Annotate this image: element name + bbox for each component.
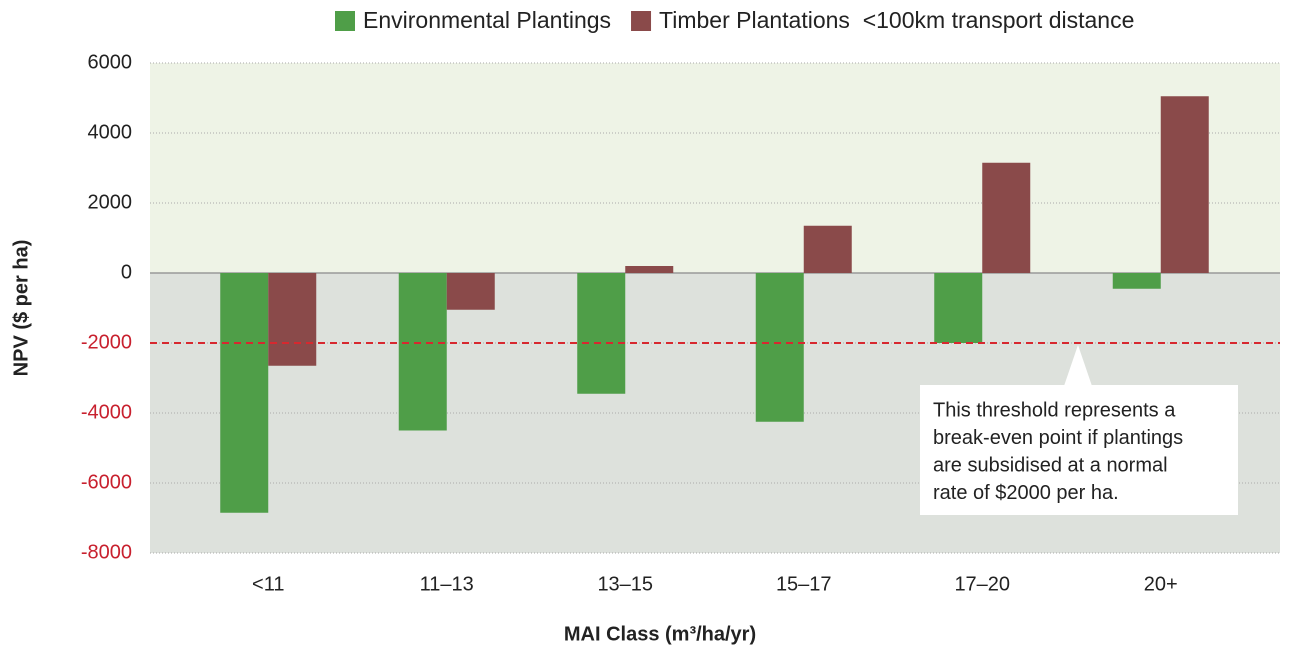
annotation-pointer <box>1064 345 1092 386</box>
y-tick-label: 2000 <box>88 191 133 213</box>
bar <box>268 273 317 366</box>
annotation-box <box>920 385 1238 515</box>
y-tick-label: -6000 <box>81 471 132 493</box>
bar <box>803 225 852 273</box>
x-tick-label: 17–20 <box>954 573 1010 595</box>
y-tick-label: -2000 <box>81 331 132 353</box>
y-tick-label: -4000 <box>81 401 132 423</box>
bar <box>577 273 626 394</box>
positive-background <box>150 63 1280 273</box>
annotation-text: rate of $2000 per ha. <box>933 482 1119 504</box>
annotation-text: This threshold represents a <box>933 399 1176 421</box>
legend-label: Timber Plantations <100km transport dist… <box>659 7 1134 33</box>
x-tick-label: 20+ <box>1144 573 1178 595</box>
annotation-text: are subsidised at a normal <box>933 454 1168 476</box>
y-tick-label: -8000 <box>81 541 132 563</box>
y-tick-label: 0 <box>121 261 132 283</box>
bar <box>625 266 674 273</box>
bar <box>220 273 269 513</box>
annotation-text: break-even point if plantings <box>933 427 1183 449</box>
bar <box>982 162 1031 273</box>
legend-swatch <box>335 11 355 31</box>
bar <box>755 273 804 422</box>
y-tick-label: 4000 <box>88 121 133 143</box>
x-tick-label: <11 <box>252 573 284 595</box>
x-tick-label: 13–15 <box>597 573 653 595</box>
bar <box>398 273 447 431</box>
bar <box>446 273 495 310</box>
y-tick-label: 6000 <box>88 51 133 73</box>
bar <box>1112 273 1161 289</box>
legend-label: Environmental Plantings <box>363 7 611 33</box>
bar <box>934 273 983 343</box>
bar <box>1160 96 1209 273</box>
x-axis-label: MAI Class (m³/ha/yr) <box>564 623 756 645</box>
x-tick-label: 15–17 <box>776 573 832 595</box>
legend-swatch <box>631 11 652 31</box>
y-axis-label: NPV ($ per ha) <box>10 240 32 377</box>
x-tick-label: 11–13 <box>420 573 474 595</box>
